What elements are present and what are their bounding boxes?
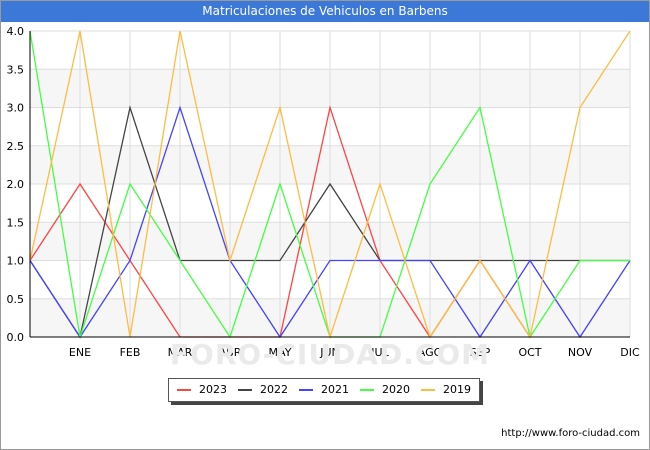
x-tick-label: OCT: [518, 346, 541, 359]
series-line-2021: [29, 105, 631, 339]
legend-swatch-2020: [360, 389, 374, 391]
legend-swatch-2019: [421, 389, 435, 391]
y-tick-label: 1.5: [7, 216, 25, 229]
legend-swatch-2021: [299, 389, 313, 391]
x-tick-label: JUL: [370, 346, 389, 359]
legend-item-2020: 2020: [360, 379, 415, 401]
watermark: FORO-CIUDAD.COM: [170, 338, 490, 371]
source-url: http://www.foro-ciudad.com: [501, 428, 640, 439]
legend-item-2019: 2019: [421, 379, 476, 401]
x-tick-label: ABR: [219, 346, 242, 359]
x-tick-label: MAY: [269, 346, 292, 359]
y-tick-label: 0.0: [7, 331, 25, 344]
legend-label-2021: 2021: [321, 383, 349, 396]
x-tick-label: JUN: [319, 346, 340, 359]
x-tick-label: FEB: [120, 346, 141, 359]
legend-item-2022: 2022: [238, 379, 293, 401]
legend-item-2021: 2021: [299, 379, 354, 401]
legend-swatch-2022: [238, 389, 252, 391]
legend-label-2019: 2019: [443, 383, 471, 396]
y-tick-label: 3.0: [7, 102, 25, 115]
x-tick-label: DIC: [620, 346, 640, 359]
legend-label-2023: 2023: [199, 383, 227, 396]
x-tick-label: ENE: [69, 346, 91, 359]
x-tick-label: NOV: [568, 346, 593, 359]
legend: 2023 2022 2021 2020 2019: [168, 378, 480, 402]
y-tick-label: 4.0: [7, 25, 25, 38]
y-tick-label: 1.0: [7, 255, 25, 268]
chart-title: Matriculaciones de Vehiculos en Barbens: [1, 1, 649, 22]
y-tick-label: 0.5: [7, 293, 25, 306]
legend-label-2020: 2020: [382, 383, 410, 396]
y-tick-label: 2.0: [7, 178, 25, 191]
x-tick-label: MAR: [168, 346, 193, 359]
y-tick-label: 2.5: [7, 140, 25, 153]
x-tick-label: SEP: [470, 346, 491, 359]
legend-label-2022: 2022: [260, 383, 288, 396]
y-tick-label: 3.5: [7, 63, 25, 76]
legend-item-2023: 2023: [177, 379, 232, 401]
legend-swatch-2023: [177, 389, 191, 391]
x-tick-label: AGO: [418, 346, 443, 359]
